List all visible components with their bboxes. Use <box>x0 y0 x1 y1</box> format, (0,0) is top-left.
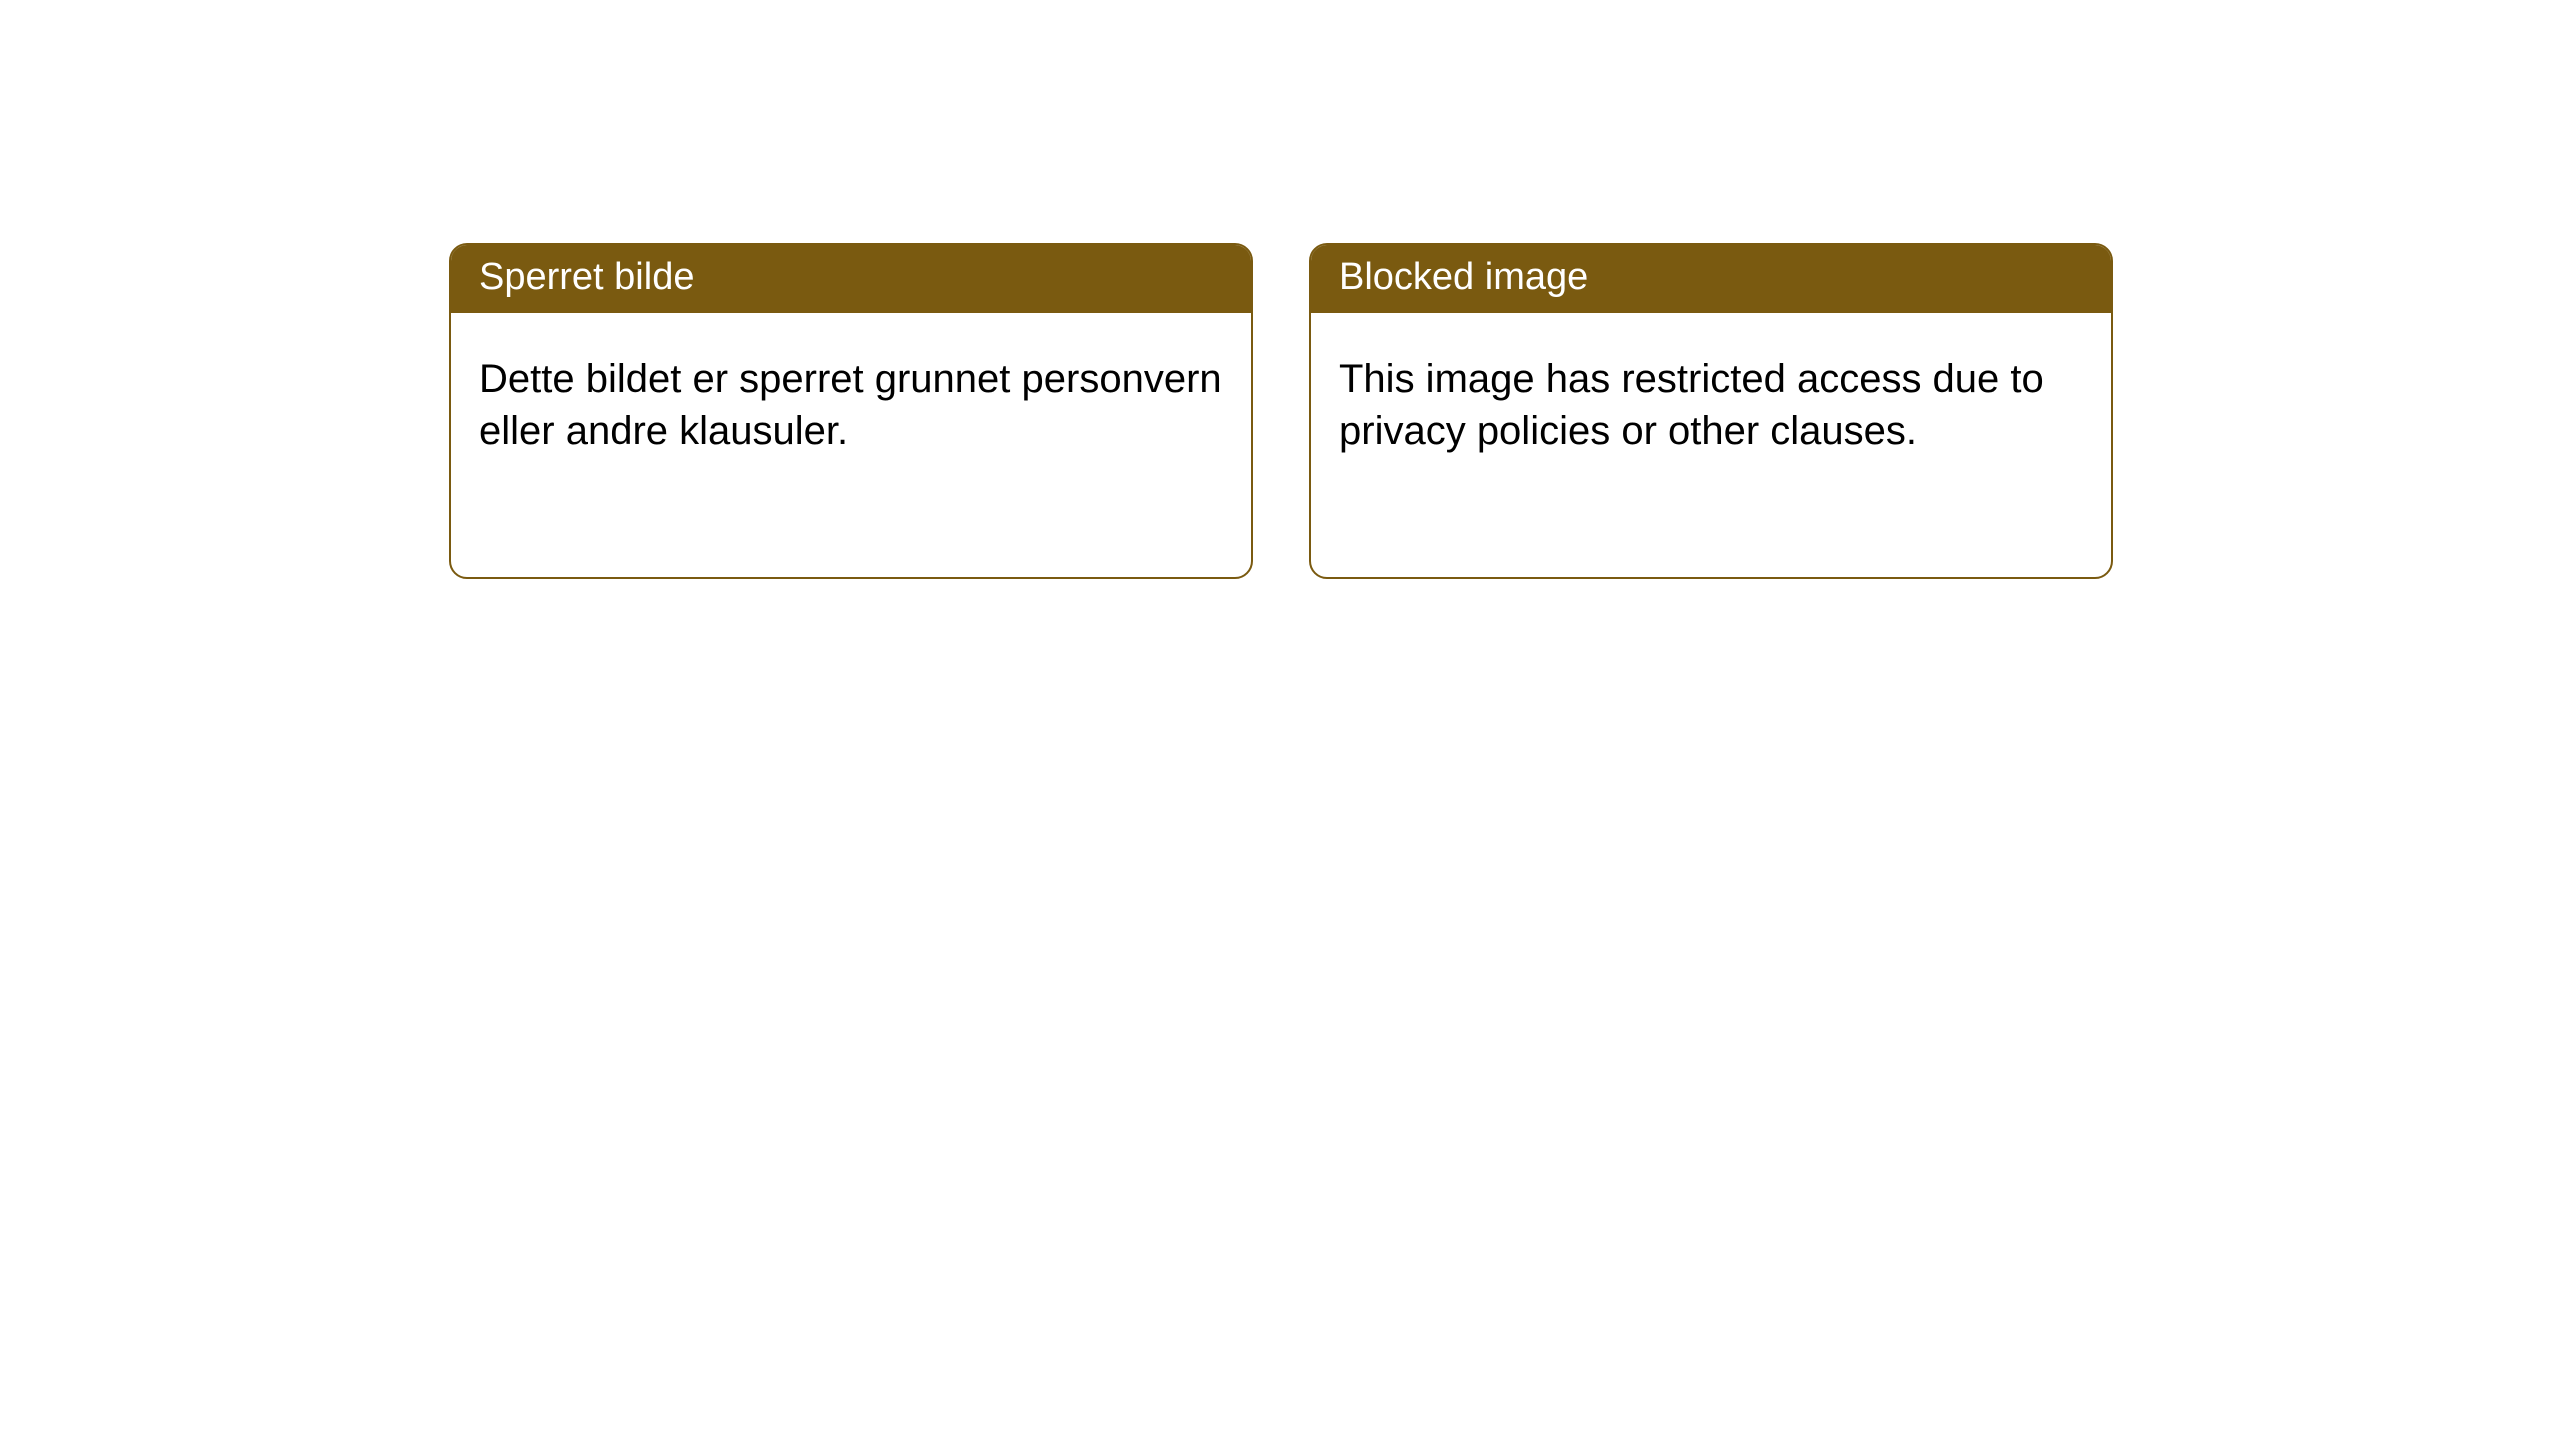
card-title: Blocked image <box>1311 245 2111 313</box>
cards-container: Sperret bilde Dette bildet er sperret gr… <box>0 0 2560 579</box>
notice-card-english: Blocked image This image has restricted … <box>1309 243 2113 579</box>
card-body-text: This image has restricted access due to … <box>1311 313 2111 487</box>
card-title: Sperret bilde <box>451 245 1251 313</box>
notice-card-norwegian: Sperret bilde Dette bildet er sperret gr… <box>449 243 1253 579</box>
card-body-text: Dette bildet er sperret grunnet personve… <box>451 313 1251 487</box>
